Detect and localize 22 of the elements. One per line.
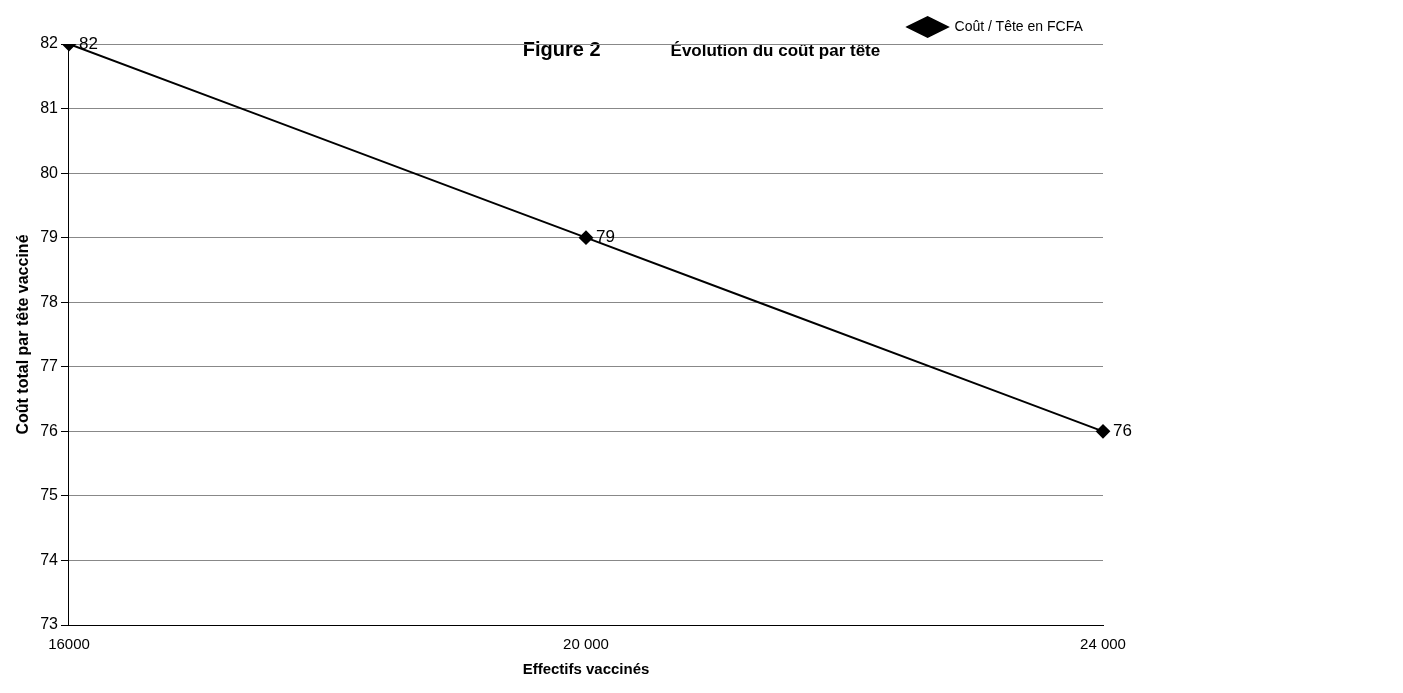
data-label: 76	[1113, 421, 1132, 441]
data-label: 79	[596, 227, 615, 247]
x-axis-title: Effectifs vaccinés	[522, 660, 650, 678]
point	[579, 230, 593, 245]
y-tick-label: 76	[40, 421, 59, 439]
y-tick-label: 73	[40, 615, 59, 633]
legend-label: Coût / Tête en FCFA	[954, 17, 1084, 34]
y-tick-label: 81	[40, 98, 59, 116]
y-tick-label: 77	[40, 357, 59, 375]
data-label: 82	[79, 33, 98, 53]
x-tick-label: 24 000	[1080, 635, 1126, 653]
y-tick-label: 74	[40, 550, 59, 568]
y-tick-label: 80	[40, 163, 59, 181]
y-tick-label: 75	[40, 486, 59, 504]
x-tick-label: 16000	[48, 635, 90, 653]
y-tick-label: 79	[40, 228, 59, 246]
y-axis-title: Coût total par tête vacciné	[14, 234, 32, 435]
x-tick-label: 20 000	[563, 635, 609, 653]
point	[1096, 424, 1110, 439]
y-tick-label: 82	[40, 34, 59, 52]
chart-subtitle: Évolution du coût par tête	[670, 41, 881, 60]
y-tick-label: 78	[40, 292, 59, 310]
